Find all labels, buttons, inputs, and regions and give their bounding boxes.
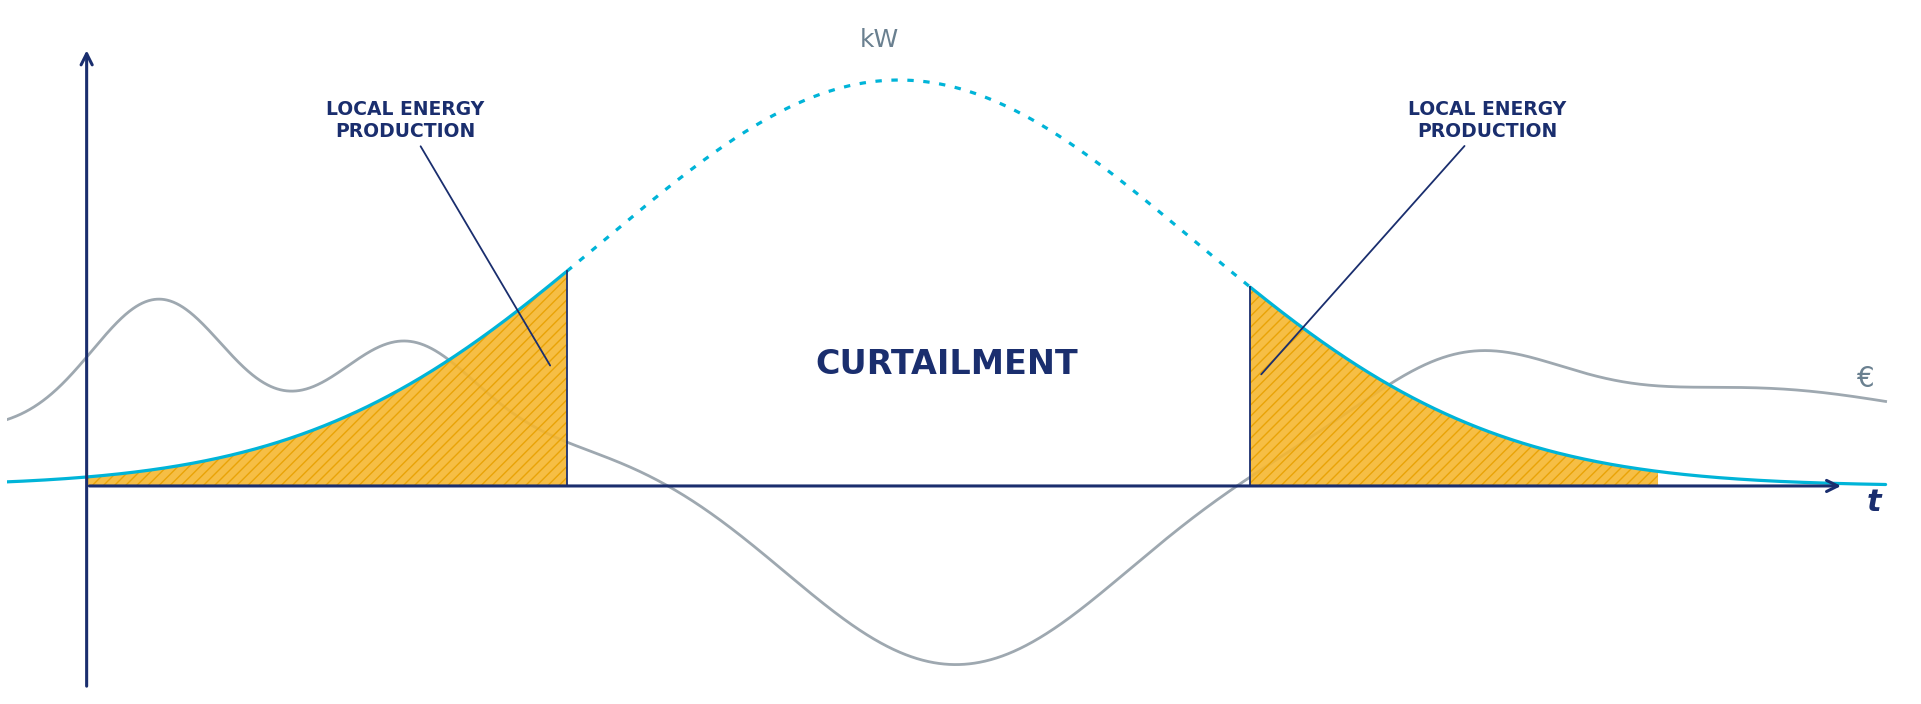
Text: CURTAILMENT: CURTAILMENT [815,348,1078,381]
Text: LOCAL ENERGY
PRODUCTION: LOCAL ENERGY PRODUCTION [327,100,549,365]
Text: kW: kW [861,27,899,51]
Text: €: € [1858,365,1875,393]
Text: t: t [1867,488,1881,517]
Text: LOCAL ENERGY
PRODUCTION: LOCAL ENERGY PRODUCTION [1262,100,1566,375]
